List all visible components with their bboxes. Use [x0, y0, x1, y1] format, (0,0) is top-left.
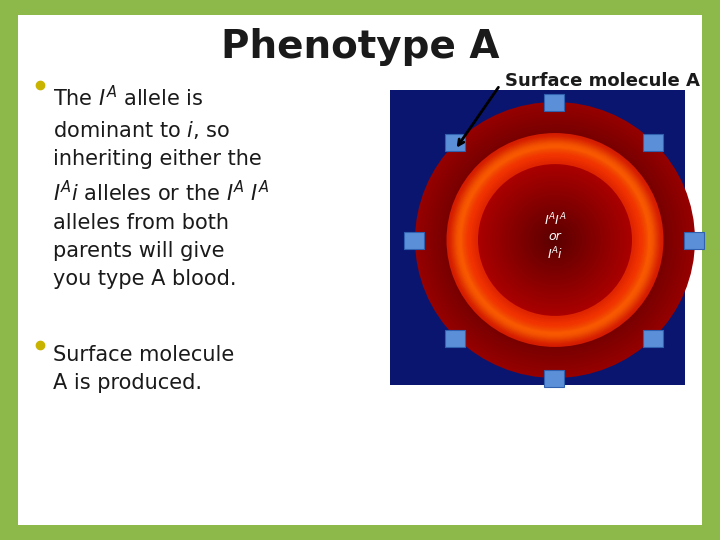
Ellipse shape	[487, 173, 624, 307]
Ellipse shape	[543, 228, 567, 252]
Ellipse shape	[539, 225, 571, 255]
Ellipse shape	[446, 133, 664, 347]
Ellipse shape	[552, 237, 559, 244]
Bar	[390, 90, 685, 385]
Ellipse shape	[424, 111, 686, 369]
Ellipse shape	[541, 226, 569, 254]
Ellipse shape	[420, 107, 690, 373]
Ellipse shape	[450, 137, 660, 343]
Ellipse shape	[431, 118, 679, 362]
Ellipse shape	[508, 193, 602, 287]
Ellipse shape	[434, 121, 676, 359]
Ellipse shape	[466, 152, 644, 328]
Ellipse shape	[550, 235, 560, 245]
Ellipse shape	[474, 160, 636, 319]
Ellipse shape	[480, 166, 630, 314]
Ellipse shape	[464, 150, 646, 330]
Ellipse shape	[518, 204, 592, 276]
Ellipse shape	[531, 216, 580, 264]
Ellipse shape	[527, 212, 583, 268]
Ellipse shape	[457, 144, 653, 336]
Ellipse shape	[438, 124, 672, 355]
Ellipse shape	[441, 128, 669, 352]
Ellipse shape	[427, 114, 683, 366]
Bar	[544, 94, 564, 111]
Ellipse shape	[415, 102, 695, 378]
Ellipse shape	[548, 233, 562, 247]
Ellipse shape	[418, 105, 691, 375]
Ellipse shape	[490, 176, 620, 304]
Bar	[404, 232, 424, 249]
Ellipse shape	[513, 199, 597, 281]
Ellipse shape	[476, 163, 634, 318]
Ellipse shape	[471, 157, 639, 323]
Ellipse shape	[536, 221, 575, 259]
Bar	[643, 329, 663, 347]
Ellipse shape	[445, 131, 665, 349]
Ellipse shape	[522, 207, 588, 273]
Bar	[544, 370, 564, 387]
Ellipse shape	[467, 154, 642, 326]
Ellipse shape	[485, 171, 625, 309]
Ellipse shape	[500, 186, 609, 293]
Ellipse shape	[511, 197, 599, 283]
Ellipse shape	[499, 185, 611, 295]
Ellipse shape	[510, 195, 600, 285]
Text: Phenotype A: Phenotype A	[221, 28, 499, 66]
Ellipse shape	[553, 238, 557, 242]
Bar	[643, 134, 663, 151]
Ellipse shape	[534, 219, 576, 261]
Ellipse shape	[498, 183, 613, 297]
Ellipse shape	[454, 140, 657, 340]
Text: or: or	[549, 231, 562, 244]
Ellipse shape	[526, 211, 585, 269]
Ellipse shape	[483, 169, 626, 310]
Ellipse shape	[422, 109, 688, 371]
Ellipse shape	[488, 174, 621, 306]
Ellipse shape	[506, 192, 604, 288]
Ellipse shape	[494, 180, 616, 300]
Ellipse shape	[449, 135, 662, 345]
Ellipse shape	[516, 202, 593, 278]
Bar	[445, 329, 465, 347]
Ellipse shape	[546, 231, 564, 248]
Ellipse shape	[469, 156, 641, 325]
Ellipse shape	[528, 214, 581, 266]
Ellipse shape	[473, 159, 637, 321]
Ellipse shape	[433, 119, 678, 361]
Ellipse shape	[461, 147, 649, 333]
Ellipse shape	[523, 209, 587, 271]
Text: The $\mathit{I}^A$ allele is
dominant to $\mathit{i}$, so
inheriting either the
: The $\mathit{I}^A$ allele is dominant to…	[53, 85, 269, 289]
Ellipse shape	[443, 130, 667, 350]
Ellipse shape	[538, 222, 572, 257]
Text: Surface molecule A: Surface molecule A	[505, 72, 700, 90]
Bar	[684, 232, 704, 249]
Ellipse shape	[426, 112, 685, 368]
Text: $\mathit{I}^{A}\mathit{I}^{A}$: $\mathit{I}^{A}\mathit{I}^{A}$	[544, 212, 567, 228]
Ellipse shape	[459, 145, 652, 335]
Ellipse shape	[478, 164, 632, 316]
Ellipse shape	[495, 181, 614, 299]
Text: Surface molecule
A is produced.: Surface molecule A is produced.	[53, 345, 234, 393]
Ellipse shape	[482, 167, 629, 313]
Bar	[445, 134, 465, 151]
Ellipse shape	[462, 148, 648, 332]
Ellipse shape	[439, 126, 670, 354]
Ellipse shape	[504, 190, 606, 290]
Ellipse shape	[532, 218, 577, 262]
Ellipse shape	[429, 116, 681, 364]
Ellipse shape	[417, 104, 693, 376]
Ellipse shape	[520, 206, 590, 274]
Ellipse shape	[455, 141, 654, 339]
Text: $\mathit{I}^{A}\mathit{i}$: $\mathit{I}^{A}\mathit{i}$	[547, 246, 563, 262]
Ellipse shape	[503, 188, 608, 292]
Ellipse shape	[544, 230, 565, 251]
Ellipse shape	[451, 138, 658, 342]
Ellipse shape	[515, 200, 595, 280]
Ellipse shape	[436, 123, 674, 357]
Ellipse shape	[492, 178, 618, 302]
